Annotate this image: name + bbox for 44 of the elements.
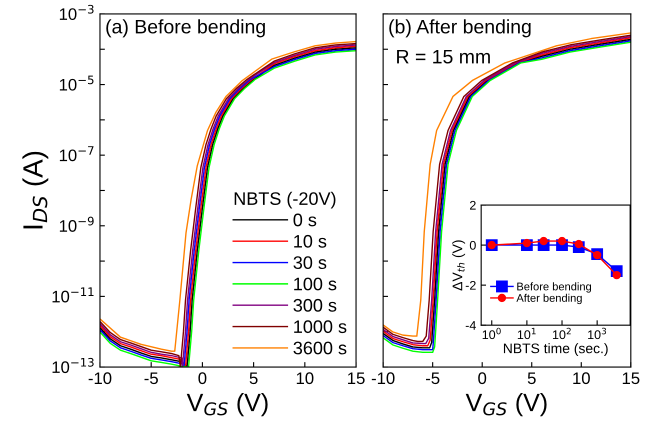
x-tick-label: -10 [372,372,395,384]
x-tick-label: 0 [198,372,206,384]
y-axis-title: I$_{DS}$ (A) [22,152,48,228]
y-tick-label: 10$^{−7}$ [60,146,94,162]
x-tick-label: 10$^{2}$ [552,328,571,340]
y-tick-label: -2 [466,280,476,290]
x-tick-label: 15 [348,372,365,384]
y-tick-label: -4 [466,321,476,330]
y-tick-label: 10$^{−9}$ [60,216,94,232]
y-tick-label: 10$^{−5}$ [60,76,94,91]
legend-title: NBTS (-20V) [234,192,336,209]
x-tick-label: 15 [622,372,640,384]
x-axis-title: NBTS time (sec.) [504,343,608,356]
x-tick-label: -10 [88,372,112,384]
legend-label: After bending [516,294,582,304]
legend-label: 3600 s [293,342,346,354]
x-tick-label: 5 [528,372,536,384]
x-tick-label: 10$^{0}$ [482,328,501,340]
x-tick-label: -5 [144,372,158,384]
x-axis-title: V$_{GS}$ (V) [466,392,547,416]
x-tick-label: 10 [296,372,314,384]
x-tick-label: -5 [426,372,440,384]
x-tick-label: 10$^{1}$ [518,328,536,340]
legend-label: 1000 s [294,320,346,334]
y-tick-label: 0 [470,240,476,250]
x-axis-title: V$_{GS}$ (V) [186,392,268,416]
legend-label: 30 s [293,256,326,270]
legend-label: 300 s [293,298,336,312]
y-tick-label: 2 [470,200,476,210]
legend-label: 10 s [294,234,326,248]
y-tick-label: 10$^{−11}$ [52,287,94,302]
chart-title: (a) Before bending [106,19,265,38]
x-tick-label: 10 [573,372,590,384]
chart-title: (b) After bending [389,19,531,38]
y-tick-label: 10$^{−3}$ [60,4,94,20]
annotation: R = 15 mm [397,50,490,64]
y-tick-label: 10$^{−13}$ [52,358,94,374]
y-axis-title: ΔV$_{th}$ (V) [452,240,466,290]
legend-label: Before bending [517,282,592,293]
x-tick-label: 0 [478,372,486,384]
legend-label: 0 s [294,214,316,226]
legend-label: 100 s [294,278,336,290]
x-tick-label: 5 [250,372,258,384]
x-tick-label: 10$^{3}$ [588,328,606,340]
